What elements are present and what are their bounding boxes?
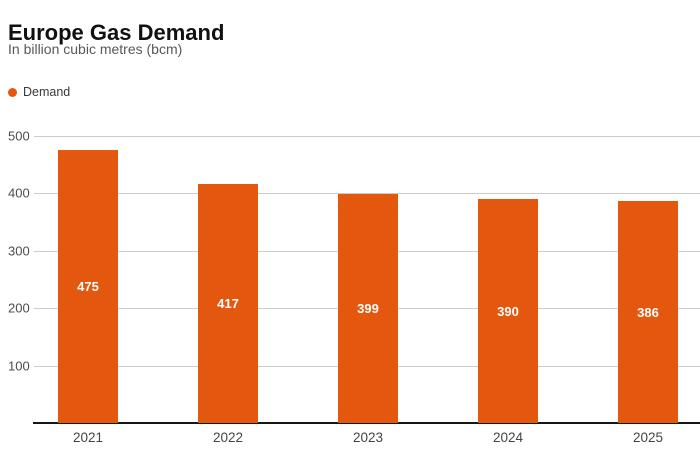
chart-title: Europe Gas Demand — [8, 19, 225, 45]
legend: Demand — [8, 85, 70, 99]
legend-dot-icon — [8, 87, 17, 97]
y-axis-tick-label: 400 — [8, 185, 30, 201]
x-axis-tick-label: 2022 — [212, 430, 244, 445]
y-axis-tick-label: 300 — [8, 243, 30, 259]
bar-value-label: 399 — [357, 300, 379, 316]
bar-2023: 399 — [338, 193, 398, 423]
chart-subtitle: In billion cubic metres (bcm) — [8, 41, 183, 57]
x-axis-tick-label: 2024 — [492, 430, 524, 445]
bar-2022: 417 — [198, 183, 258, 423]
y-axis-tick-label: 200 — [8, 300, 30, 316]
y-axis-tick-label: 100 — [8, 358, 30, 374]
x-axis-line — [33, 422, 700, 424]
gridline — [34, 136, 700, 137]
legend-label: Demand — [23, 85, 71, 99]
x-axis-tick-label: 2021 — [72, 430, 104, 445]
bar-2021: 475 — [58, 150, 118, 423]
bar-value-label: 390 — [497, 303, 519, 319]
bar-value-label: 386 — [637, 304, 659, 320]
gridline — [34, 193, 700, 195]
y-axis-tick-label: 500 — [8, 128, 30, 144]
bar-2025: 386 — [618, 201, 678, 423]
x-axis-tick-label: 2023 — [352, 430, 384, 445]
bar-value-label: 417 — [217, 295, 239, 311]
x-axis-tick-label: 2025 — [632, 430, 664, 445]
bar-value-label: 475 — [77, 279, 99, 295]
bar-2024: 390 — [478, 199, 538, 423]
